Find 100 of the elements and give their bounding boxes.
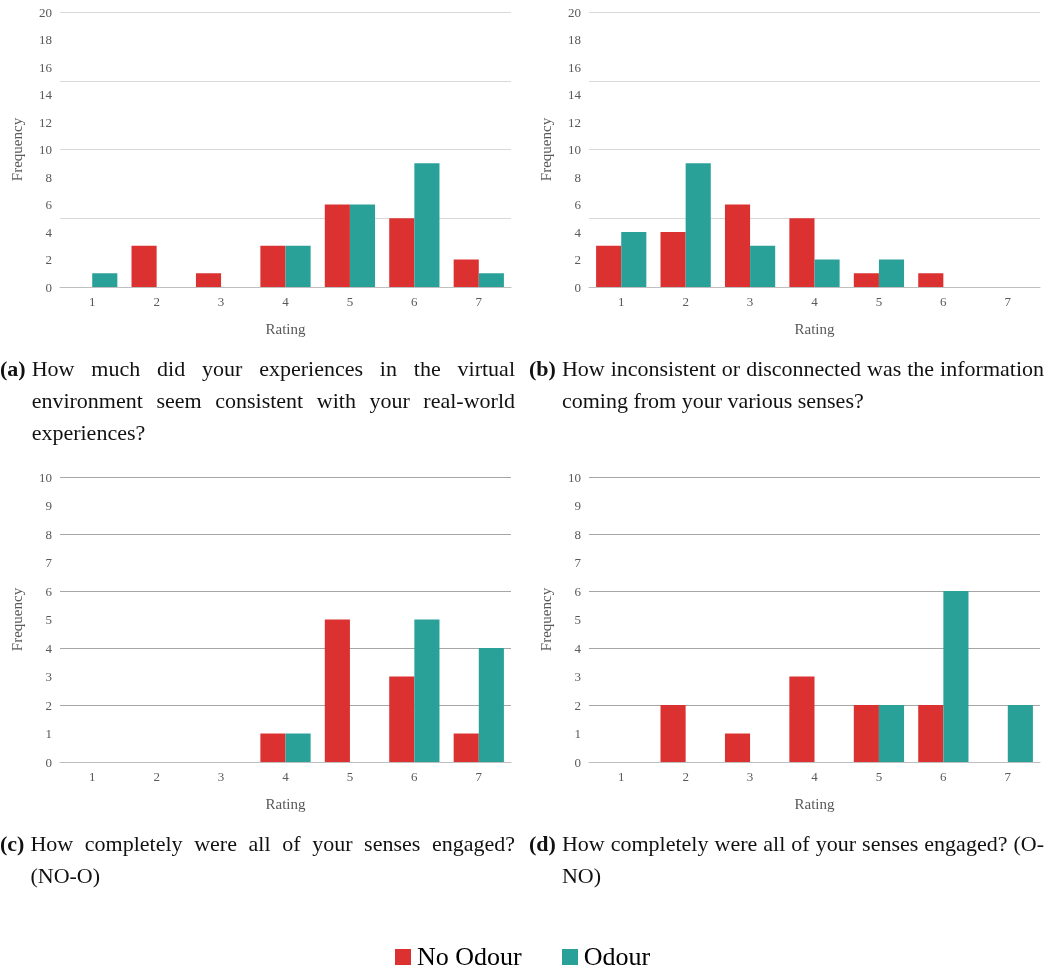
- x-axis-title: Rating: [794, 320, 835, 337]
- bar: [414, 163, 440, 287]
- x-tick-label: 6: [940, 769, 948, 784]
- y-tick-label: 8: [574, 169, 581, 185]
- x-tick-label: 7: [1004, 294, 1012, 309]
- y-tick-label: 6: [574, 197, 582, 212]
- y-tick-label: 18: [39, 32, 52, 47]
- x-tick-label: 7: [475, 769, 483, 784]
- bar: [324, 619, 350, 762]
- bar: [943, 591, 969, 762]
- x-tick-label: 6: [940, 294, 948, 309]
- bar: [389, 218, 415, 287]
- x-tick-label: 4: [811, 294, 819, 309]
- x-tick-label: 5: [875, 769, 883, 784]
- bar: [453, 733, 479, 762]
- bar: [1007, 705, 1033, 762]
- y-axis-title: Frequency: [8, 587, 25, 652]
- bar: [389, 676, 415, 762]
- bar: [724, 733, 751, 762]
- bar: [324, 204, 350, 287]
- x-tick-label: 6: [411, 769, 419, 784]
- bar: [660, 705, 686, 762]
- x-tick-label: 2: [153, 769, 160, 784]
- y-tick-label: 9: [45, 498, 52, 513]
- y-tick-label: 8: [45, 526, 52, 542]
- bar: [853, 705, 879, 762]
- y-tick-label: 20: [568, 4, 581, 20]
- bar: [453, 259, 479, 287]
- y-tick-label: 10: [39, 142, 52, 157]
- y-tick-label: 3: [574, 669, 581, 684]
- x-tick-label: 2: [682, 769, 689, 784]
- y-tick-label: 2: [45, 252, 52, 267]
- bar: [596, 245, 622, 287]
- x-tick-label: 3: [746, 294, 754, 309]
- x-tick-label: 1: [88, 769, 96, 784]
- y-tick-label: 1: [574, 726, 581, 741]
- y-tick-label: 10: [568, 142, 581, 157]
- y-tick-label: 4: [45, 640, 53, 656]
- x-tick-label: 7: [475, 294, 483, 309]
- y-tick-label: 0: [45, 279, 52, 295]
- bar: [918, 273, 944, 287]
- y-tick-label: 4: [45, 224, 53, 240]
- bar: [414, 619, 440, 762]
- bar: [131, 245, 157, 287]
- x-tick-label: 7: [1004, 769, 1012, 784]
- x-tick-label: 5: [346, 294, 354, 309]
- bar: [478, 648, 504, 762]
- y-tick-label: 14: [39, 87, 53, 102]
- y-axis-title: Frequency: [537, 587, 554, 652]
- y-axis-title: Frequency: [8, 117, 25, 182]
- x-tick-label: 5: [346, 769, 354, 784]
- x-tick-label: 5: [875, 294, 883, 309]
- y-tick-label: 20: [39, 4, 52, 20]
- y-tick-label: 2: [45, 697, 52, 713]
- y-tick-label: 8: [574, 526, 581, 542]
- y-tick-label: 4: [574, 640, 582, 656]
- bar: [853, 273, 879, 287]
- y-tick-label: 5: [45, 612, 52, 627]
- bar: [789, 676, 815, 762]
- y-tick-label: 14: [568, 87, 582, 102]
- y-tick-label: 7: [45, 555, 53, 570]
- x-tick-label: 1: [617, 294, 625, 309]
- x-axis-title: Rating: [265, 795, 306, 812]
- bar: [750, 245, 776, 287]
- bar: [260, 733, 286, 762]
- x-tick-label: 1: [88, 294, 96, 309]
- text: (b) How inconsistent or disconnected was the information coming from your various senses?: [529, 355, 1044, 415]
- y-tick-label: 12: [39, 114, 52, 130]
- bar: [814, 259, 840, 287]
- text: (d) How completely were all of your senses engaged? (O-NO): [529, 830, 1044, 890]
- bar: [789, 218, 815, 287]
- y-tick-label: 4: [574, 224, 582, 240]
- y-tick-label: 2: [574, 252, 581, 267]
- x-tick-label: 3: [217, 294, 225, 309]
- bar: [478, 273, 504, 287]
- y-tick-label: 16: [568, 59, 582, 75]
- text: (c) How completely were all of your senses engaged? (NO-O): [0, 830, 515, 890]
- x-tick-label: 1: [617, 769, 625, 784]
- bar: [724, 204, 751, 287]
- y-tick-label: 6: [45, 583, 53, 599]
- x-tick-label: 4: [811, 769, 819, 784]
- x-tick-label: 2: [153, 294, 160, 309]
- bar: [349, 204, 376, 287]
- bar: [621, 232, 647, 287]
- bar: [918, 705, 944, 762]
- bar: [660, 232, 686, 287]
- y-tick-label: 9: [574, 498, 581, 513]
- bar: [195, 273, 222, 287]
- bar: [260, 245, 286, 287]
- bar: [878, 259, 905, 287]
- y-tick-label: 3: [45, 669, 52, 684]
- x-tick-label: 4: [282, 294, 290, 309]
- y-tick-label: 18: [568, 32, 581, 47]
- x-tick-label: 4: [282, 769, 290, 784]
- y-tick-label: 0: [574, 279, 581, 295]
- x-axis-title: Rating: [265, 320, 306, 337]
- y-tick-label: 10: [568, 469, 581, 485]
- y-tick-label: 16: [39, 59, 53, 75]
- bar: [685, 163, 711, 287]
- y-tick-label: 2: [574, 697, 581, 713]
